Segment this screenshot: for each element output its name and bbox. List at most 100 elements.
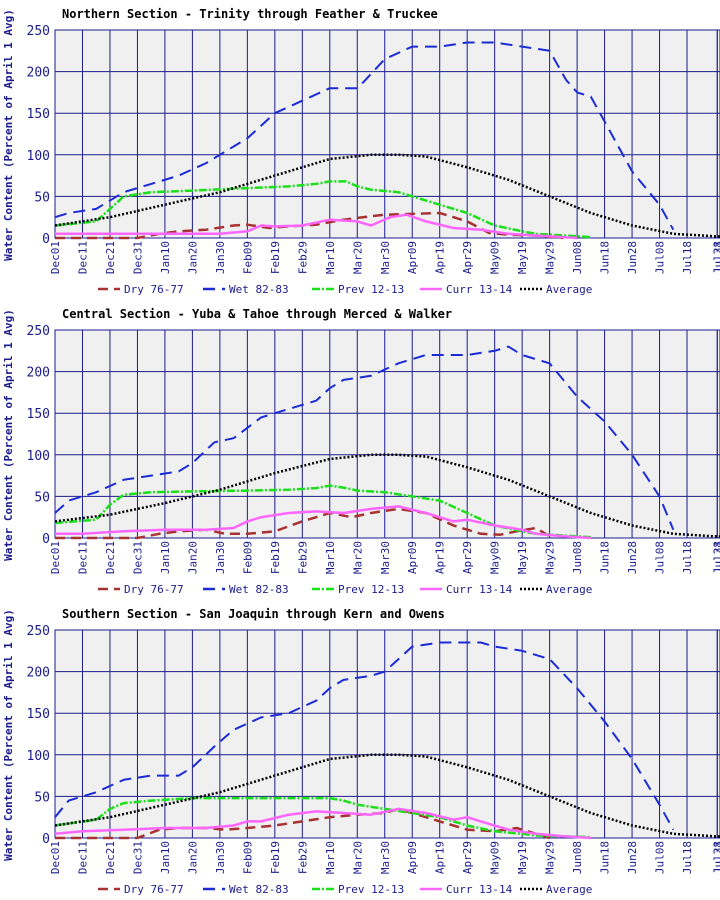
x-tick-label: Jun08 bbox=[571, 241, 584, 274]
y-tick-label: 0 bbox=[42, 532, 50, 547]
x-tick-label: Dec31 bbox=[131, 541, 144, 574]
legend-label-dry: Dry 76-77 bbox=[124, 283, 184, 296]
x-tick-label: Dec11 bbox=[76, 841, 89, 874]
x-tick-label: Jun28 bbox=[626, 241, 639, 274]
x-tick-label: Jun08 bbox=[571, 841, 584, 874]
y-tick-label: 0 bbox=[42, 232, 50, 247]
series-line-curr bbox=[54, 807, 591, 840]
x-tick-label: Apr29 bbox=[461, 841, 474, 874]
y-tick-label: 50 bbox=[34, 190, 50, 205]
x-tick-label: Feb09 bbox=[241, 841, 254, 874]
x-tick-label: Jul08 bbox=[654, 541, 667, 574]
x-tick-label: May29 bbox=[544, 241, 557, 274]
x-tick-label: Feb29 bbox=[296, 541, 309, 574]
chart-title: Northern Section - Trinity through Feath… bbox=[62, 7, 438, 21]
chart-panel-1: Northern Section - Trinity through Feath… bbox=[2, 7, 720, 296]
series-line-wet bbox=[54, 41, 675, 231]
legend-label-prev: Prev 12-13 bbox=[338, 283, 404, 296]
x-tick-label: Jul31 bbox=[711, 241, 720, 274]
x-tick-label: Jun18 bbox=[599, 841, 612, 874]
legend-label-wet: Wet 82-83 bbox=[229, 283, 289, 296]
series-line-prev bbox=[54, 484, 591, 539]
chart-panel-3: Southern Section - San Joaquin through K… bbox=[2, 607, 720, 896]
x-tick-label: Jan10 bbox=[159, 541, 172, 574]
chart-panel-2: Central Section - Yuba & Tahoe through M… bbox=[2, 307, 720, 596]
y-tick-label: 250 bbox=[27, 624, 50, 639]
x-tick-label: Apr19 bbox=[434, 841, 447, 874]
series-line-wet bbox=[54, 641, 675, 831]
series-line-prev bbox=[54, 796, 591, 839]
x-tick-label: Jul08 bbox=[654, 241, 667, 274]
x-tick-label: May09 bbox=[489, 241, 502, 274]
x-tick-label: Jan20 bbox=[186, 541, 199, 574]
y-tick-label: 150 bbox=[27, 407, 50, 422]
y-axis-label: Water Content (Percent of April 1 Avg) bbox=[2, 309, 15, 561]
x-tick-label: Dec31 bbox=[131, 841, 144, 874]
x-tick-label: Jun28 bbox=[626, 541, 639, 574]
series-line-average bbox=[54, 753, 720, 838]
x-tick-label: Mar20 bbox=[351, 241, 364, 274]
x-tick-label: Mar20 bbox=[351, 541, 364, 574]
x-tick-label: Feb19 bbox=[269, 241, 282, 274]
x-tick-label: Mar10 bbox=[324, 541, 337, 574]
x-tick-label: May19 bbox=[516, 541, 529, 574]
series-line-wet bbox=[54, 345, 675, 531]
x-tick-label: May19 bbox=[516, 241, 529, 274]
legend-label-dry: Dry 76-77 bbox=[124, 883, 184, 896]
y-tick-label: 50 bbox=[34, 490, 50, 505]
y-tick-label: 250 bbox=[27, 24, 50, 39]
x-tick-label: Dec21 bbox=[104, 841, 117, 874]
x-tick-label: Jul08 bbox=[654, 841, 667, 874]
series-line-dry bbox=[55, 507, 551, 540]
y-tick-label: 100 bbox=[27, 749, 50, 764]
legend-label-prev: Prev 12-13 bbox=[338, 583, 404, 596]
x-tick-label: Apr09 bbox=[406, 841, 419, 874]
y-tick-label: 200 bbox=[27, 66, 50, 81]
x-tick-label: Mar30 bbox=[379, 541, 392, 574]
x-tick-label: Dec21 bbox=[104, 241, 117, 274]
x-tick-label: Jul28 bbox=[711, 241, 720, 274]
x-tick-label: May29 bbox=[544, 841, 557, 874]
x-tick-label: Apr29 bbox=[461, 541, 474, 574]
x-tick-label: Apr19 bbox=[434, 241, 447, 274]
legend-label-wet: Wet 82-83 bbox=[229, 883, 289, 896]
x-tick-label: Jan10 bbox=[159, 841, 172, 874]
x-tick-label: Feb09 bbox=[241, 241, 254, 274]
x-tick-label: Jan20 bbox=[186, 841, 199, 874]
x-tick-label: Dec31 bbox=[131, 241, 144, 274]
x-tick-label: Jul28 bbox=[711, 841, 720, 874]
x-tick-label: Feb29 bbox=[296, 241, 309, 274]
x-tick-label: Feb29 bbox=[296, 841, 309, 874]
x-tick-label: Jan30 bbox=[214, 241, 227, 274]
x-tick-label: Jan20 bbox=[186, 241, 199, 274]
x-tick-label: Jun18 bbox=[599, 241, 612, 274]
x-tick-label: May19 bbox=[516, 841, 529, 874]
x-tick-label: May09 bbox=[489, 541, 502, 574]
legend-label-curr: Curr 13-14 bbox=[446, 883, 513, 896]
legend-label-average: Average bbox=[546, 283, 592, 296]
y-tick-label: 200 bbox=[27, 666, 50, 681]
x-tick-label: Jul31 bbox=[711, 541, 720, 574]
x-tick-label: Mar30 bbox=[379, 841, 392, 874]
x-tick-label: Dec01 bbox=[49, 841, 62, 874]
x-tick-label: Jan10 bbox=[159, 241, 172, 274]
series-line-average bbox=[54, 153, 720, 238]
x-tick-label: Jul28 bbox=[711, 541, 720, 574]
y-tick-label: 250 bbox=[27, 324, 50, 339]
y-tick-label: 50 bbox=[34, 790, 50, 805]
x-tick-label: Jul18 bbox=[681, 841, 694, 874]
x-tick-label: Apr09 bbox=[406, 241, 419, 274]
x-tick-label: Dec21 bbox=[104, 541, 117, 574]
x-tick-label: Apr09 bbox=[406, 541, 419, 574]
legend-label-wet: Wet 82-83 bbox=[229, 583, 289, 596]
y-tick-label: 0 bbox=[42, 832, 50, 847]
x-tick-label: Dec11 bbox=[76, 241, 89, 274]
x-tick-label: Dec01 bbox=[49, 241, 62, 274]
x-tick-label: Jul18 bbox=[681, 541, 694, 574]
x-tick-label: Dec11 bbox=[76, 541, 89, 574]
x-tick-label: Feb09 bbox=[241, 541, 254, 574]
x-tick-label: May09 bbox=[489, 841, 502, 874]
legend-label-dry: Dry 76-77 bbox=[124, 583, 184, 596]
x-tick-label: Jul18 bbox=[681, 241, 694, 274]
